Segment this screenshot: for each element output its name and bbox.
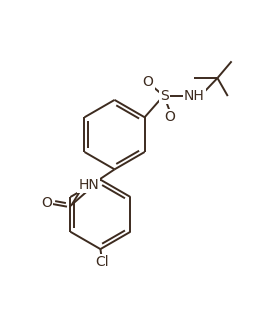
Text: O: O	[41, 196, 52, 210]
Text: S: S	[160, 89, 169, 103]
Text: Cl: Cl	[95, 255, 108, 269]
Text: O: O	[142, 75, 153, 89]
Text: NH: NH	[184, 89, 205, 103]
Text: HN: HN	[79, 178, 99, 192]
Text: O: O	[164, 110, 175, 124]
